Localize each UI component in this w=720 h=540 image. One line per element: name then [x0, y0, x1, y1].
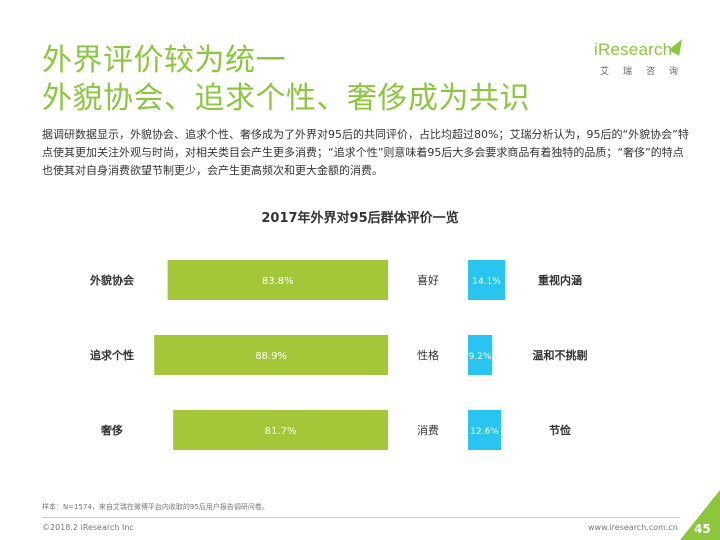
right-bar: [468, 410, 502, 450]
left-bar-value-label: 83.8%: [262, 276, 294, 287]
left-bar: [173, 410, 388, 450]
center-category-label: 喜好: [417, 273, 439, 287]
left-bar-value-label: 88.9%: [255, 351, 287, 362]
left-category-label: 奢侈: [100, 423, 123, 437]
iresearch-logo: iResearch 艾瑞咨询: [592, 36, 688, 82]
center-category-label: 性格: [417, 348, 439, 362]
description-paragraph: 据调研数据显示，外貌协会、追求个性、奢侈成为了外界对95后的共同评价，占比均超过…: [42, 128, 689, 177]
right-category-label: 重视内涵: [538, 273, 582, 287]
page-title-line-2: 外貌协会、追求个性、奢侈成为共识: [42, 81, 530, 116]
left-bar: [167, 260, 388, 300]
right-bar-value-label: 9.2%: [469, 352, 492, 362]
left-category-label: 追求个性: [90, 348, 134, 362]
right-category-label: 温和不挑剔: [533, 348, 588, 362]
right-bar-value-label: 12.6%: [470, 427, 499, 437]
logo-subtitle: 艾瑞咨询: [600, 67, 693, 77]
left-bar: [154, 335, 388, 375]
chart-title: 2017年外界对95后群体评价一览: [261, 211, 459, 226]
page-title: 外界评价较为统一 外貌协会、追求个性、奢侈成为共识: [42, 42, 530, 118]
left-bar-value-label: 81.7%: [265, 426, 297, 437]
corner-decoration: [680, 490, 720, 540]
website-url: www.iresearch.com.cn: [588, 523, 678, 532]
right-bar: [468, 335, 493, 375]
right-bar: [468, 260, 506, 300]
footnote: 样本：N=1574，来自艾瑞在微博平台内收取的95后用户报告调研问卷。: [42, 503, 269, 511]
page-number: 45: [694, 522, 711, 536]
footer-divider: [42, 517, 680, 518]
right-bar-value-label: 14.1%: [472, 277, 501, 287]
evaluation-chart: 83.8% 外貌协会 喜好 14.1% 重视内涵 88.9% 追求个性 性格 9.2% 温和不挑剔…: [89, 260, 588, 450]
logo-wordmark: iResearch: [594, 40, 673, 59]
copyright: ©2018.2 iResearch Inc: [42, 523, 134, 532]
page-title-line-1: 外界评价较为统一: [42, 43, 286, 78]
left-category-label: 外貌协会: [89, 273, 135, 287]
right-category-label: 节俭: [549, 423, 571, 437]
center-category-label: 消费: [417, 423, 439, 437]
